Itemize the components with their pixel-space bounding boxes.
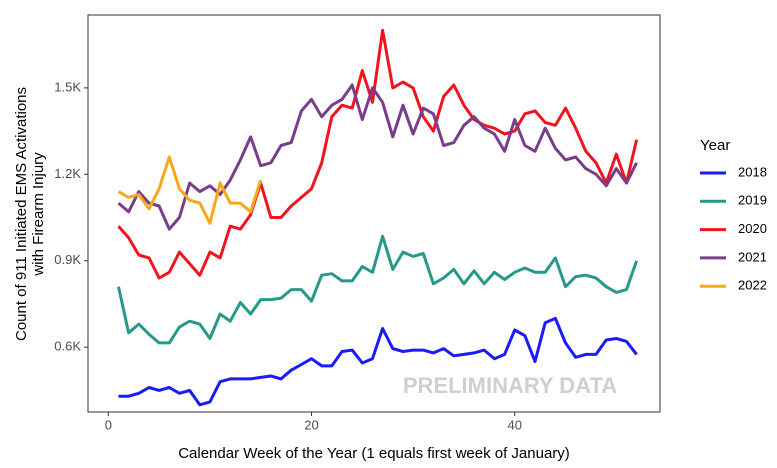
series-line bbox=[117, 155, 263, 225]
x-tick-label: 0 bbox=[105, 417, 112, 432]
y-tick-label: 1.2K bbox=[54, 166, 81, 181]
y-axis-label: Count of 911 Initiated EMS Activationswi… bbox=[13, 87, 47, 341]
series-line bbox=[117, 234, 639, 345]
x-axis-label: Calendar Week of the Year (1 equals firs… bbox=[178, 445, 570, 462]
x-tick-label: 20 bbox=[304, 417, 318, 432]
y-tick-label: 0.9K bbox=[54, 252, 81, 267]
x-tick-label: 40 bbox=[507, 417, 521, 432]
y-tick-label: 1.5K bbox=[54, 79, 81, 94]
annotation: PRELIMINARY DATA bbox=[403, 373, 617, 398]
y-tick-label: 0.6K bbox=[54, 339, 81, 354]
legend-label: 2020 bbox=[738, 221, 767, 236]
legend-label: 2022 bbox=[738, 278, 767, 293]
panel bbox=[87, 14, 661, 413]
legend-label: 2021 bbox=[738, 249, 767, 264]
series-line bbox=[118, 316, 638, 407]
legend-label: 2018 bbox=[738, 164, 767, 179]
series-line bbox=[117, 28, 639, 280]
series-line bbox=[117, 83, 638, 231]
legend-label: 2019 bbox=[738, 193, 767, 208]
legend-title: Year bbox=[700, 137, 730, 154]
